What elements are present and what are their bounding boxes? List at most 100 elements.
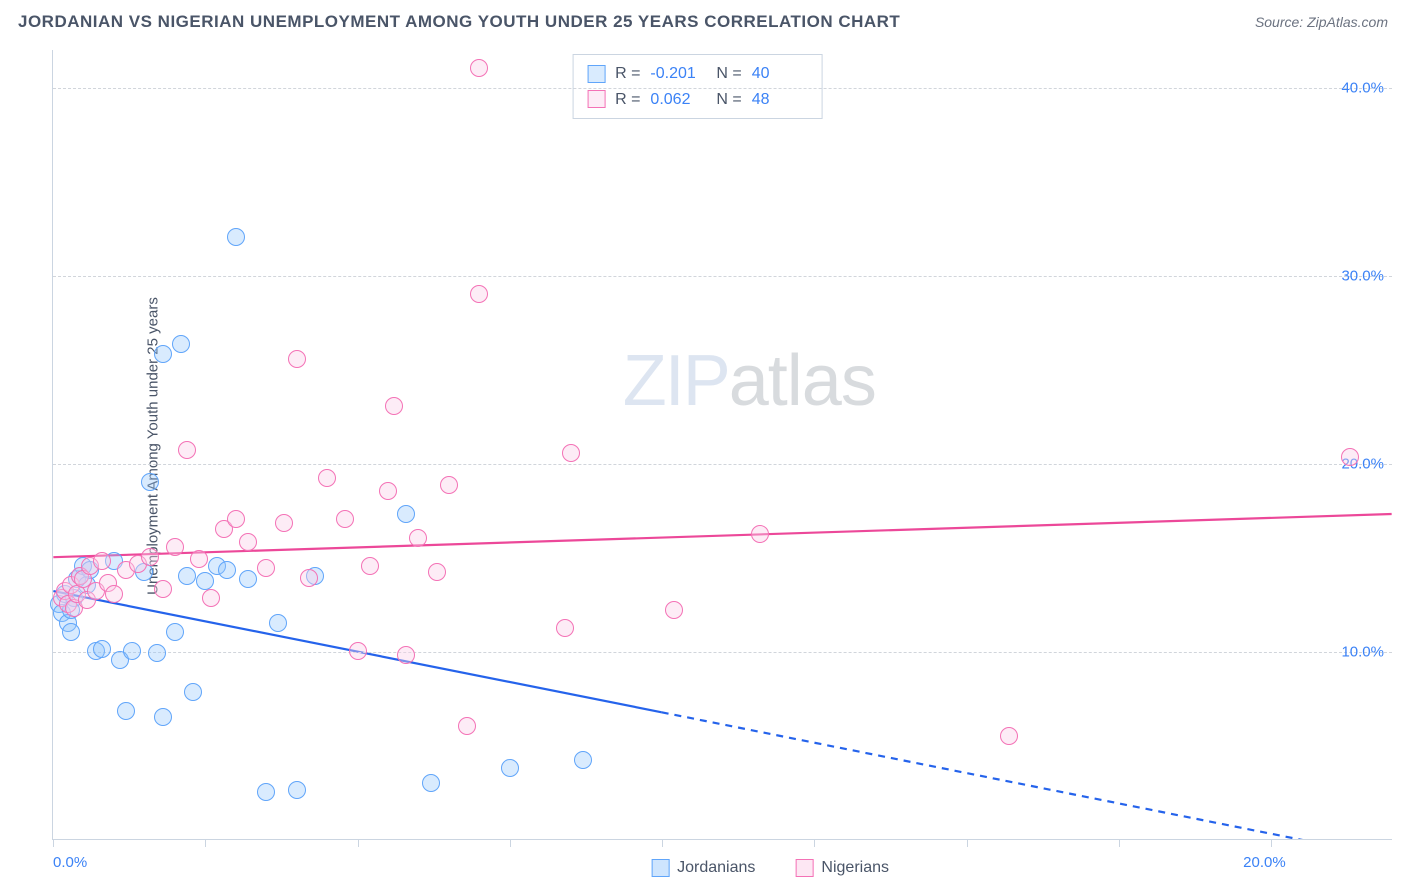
- stat-row: R = -0.201 N = 40: [587, 61, 808, 87]
- data-point: [202, 589, 220, 607]
- data-point: [300, 569, 318, 587]
- stat-n-label: N =: [716, 87, 741, 113]
- chart-title: JORDANIAN VS NIGERIAN UNEMPLOYMENT AMONG…: [18, 12, 900, 32]
- y-tick-label: 40.0%: [1341, 79, 1384, 96]
- legend-swatch: [795, 859, 813, 877]
- x-tick: [53, 839, 54, 847]
- data-point: [470, 285, 488, 303]
- data-point: [93, 552, 111, 570]
- x-tick: [1271, 839, 1272, 847]
- legend-item: Jordanians: [651, 859, 755, 877]
- chart-plot-area: ZIPatlas R =-0.201N =40R =0.062N =48 Jor…: [52, 50, 1392, 840]
- legend: Jordanians Nigerians: [651, 859, 889, 877]
- data-point: [385, 397, 403, 415]
- x-tick: [358, 839, 359, 847]
- stat-r-label: R =: [615, 87, 640, 113]
- data-point: [166, 623, 184, 641]
- watermark: ZIPatlas: [623, 340, 876, 422]
- stat-row: R = 0.062 N = 48: [587, 87, 808, 113]
- data-point: [751, 525, 769, 543]
- correlation-stats-box: R = -0.201 N = 40 R = 0.062 N = 48: [572, 54, 823, 119]
- data-point: [239, 570, 257, 588]
- stat-r-label: R =: [615, 61, 640, 87]
- data-point: [275, 514, 293, 532]
- stat-n-label: N =: [716, 61, 741, 87]
- data-point: [93, 640, 111, 658]
- grid-line: [53, 276, 1392, 277]
- x-tick: [510, 839, 511, 847]
- data-point: [154, 708, 172, 726]
- grid-line: [53, 88, 1392, 89]
- data-point: [409, 529, 427, 547]
- data-point: [105, 585, 123, 603]
- data-point: [123, 642, 141, 660]
- legend-item: Nigerians: [795, 859, 889, 877]
- data-point: [288, 781, 306, 799]
- stat-n-value: 40: [752, 61, 808, 87]
- data-point: [154, 580, 172, 598]
- data-point: [239, 533, 257, 551]
- data-point: [257, 559, 275, 577]
- data-point: [172, 335, 190, 353]
- data-point: [190, 550, 208, 568]
- data-point: [349, 642, 367, 660]
- x-tick-label: 0.0%: [53, 854, 87, 871]
- stat-r-value: 0.062: [650, 87, 706, 113]
- data-point: [154, 345, 172, 363]
- legend-swatch: [587, 90, 605, 108]
- data-point: [336, 510, 354, 528]
- data-point: [141, 548, 159, 566]
- x-tick-label: 20.0%: [1243, 854, 1286, 871]
- data-point: [288, 350, 306, 368]
- legend-label: Jordanians: [677, 859, 755, 877]
- data-point: [178, 441, 196, 459]
- data-point: [574, 751, 592, 769]
- data-point: [227, 228, 245, 246]
- data-point: [397, 505, 415, 523]
- legend-label: Nigerians: [821, 859, 889, 877]
- data-point: [1341, 448, 1359, 466]
- x-tick: [662, 839, 663, 847]
- legend-swatch: [651, 859, 669, 877]
- data-point: [148, 644, 166, 662]
- data-point: [361, 557, 379, 575]
- legend-swatch: [587, 65, 605, 83]
- data-point: [227, 510, 245, 528]
- stat-n-value: 48: [752, 87, 808, 113]
- data-point: [166, 538, 184, 556]
- y-tick-label: 30.0%: [1341, 267, 1384, 284]
- data-point: [257, 783, 275, 801]
- data-point: [218, 561, 236, 579]
- y-tick-label: 10.0%: [1341, 643, 1384, 660]
- x-tick: [814, 839, 815, 847]
- data-point: [428, 563, 446, 581]
- data-point: [379, 482, 397, 500]
- x-tick: [967, 839, 968, 847]
- x-tick: [1119, 839, 1120, 847]
- data-point: [62, 623, 80, 641]
- data-point: [196, 572, 214, 590]
- data-point: [470, 59, 488, 77]
- data-point: [440, 476, 458, 494]
- data-point: [665, 601, 683, 619]
- source-attribution: Source: ZipAtlas.com: [1255, 14, 1388, 30]
- stat-r-value: -0.201: [650, 61, 706, 87]
- x-tick: [205, 839, 206, 847]
- data-point: [141, 473, 159, 491]
- data-point: [117, 702, 135, 720]
- data-point: [562, 444, 580, 462]
- data-point: [318, 469, 336, 487]
- trend-lines: [53, 50, 1392, 839]
- grid-line: [53, 652, 1392, 653]
- data-point: [1000, 727, 1018, 745]
- data-point: [178, 567, 196, 585]
- data-point: [184, 683, 202, 701]
- data-point: [556, 619, 574, 637]
- data-point: [269, 614, 287, 632]
- grid-line: [53, 464, 1392, 465]
- trend-line-dashed: [662, 712, 1392, 839]
- data-point: [397, 646, 415, 664]
- data-point: [422, 774, 440, 792]
- data-point: [501, 759, 519, 777]
- data-point: [458, 717, 476, 735]
